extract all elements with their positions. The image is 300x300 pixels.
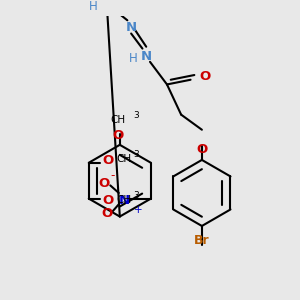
- Text: +: +: [134, 205, 142, 215]
- Text: H: H: [89, 0, 98, 13]
- Text: O: O: [102, 207, 113, 220]
- Text: CH: CH: [110, 115, 125, 124]
- Text: N: N: [126, 21, 137, 34]
- Text: O: O: [102, 154, 113, 167]
- Text: CH: CH: [116, 196, 131, 206]
- Text: N: N: [141, 50, 152, 63]
- Text: H: H: [129, 52, 137, 64]
- Text: O: O: [199, 70, 210, 83]
- Text: CH: CH: [116, 154, 131, 164]
- Text: O: O: [112, 129, 124, 142]
- Text: O: O: [98, 177, 109, 190]
- Text: 3: 3: [133, 150, 139, 159]
- Text: O: O: [196, 143, 208, 156]
- Text: N: N: [119, 194, 130, 207]
- Text: -: -: [110, 169, 115, 182]
- Text: Br: Br: [194, 234, 210, 247]
- Text: O: O: [102, 194, 113, 207]
- Text: 3: 3: [133, 191, 139, 200]
- Text: 3: 3: [133, 111, 139, 120]
